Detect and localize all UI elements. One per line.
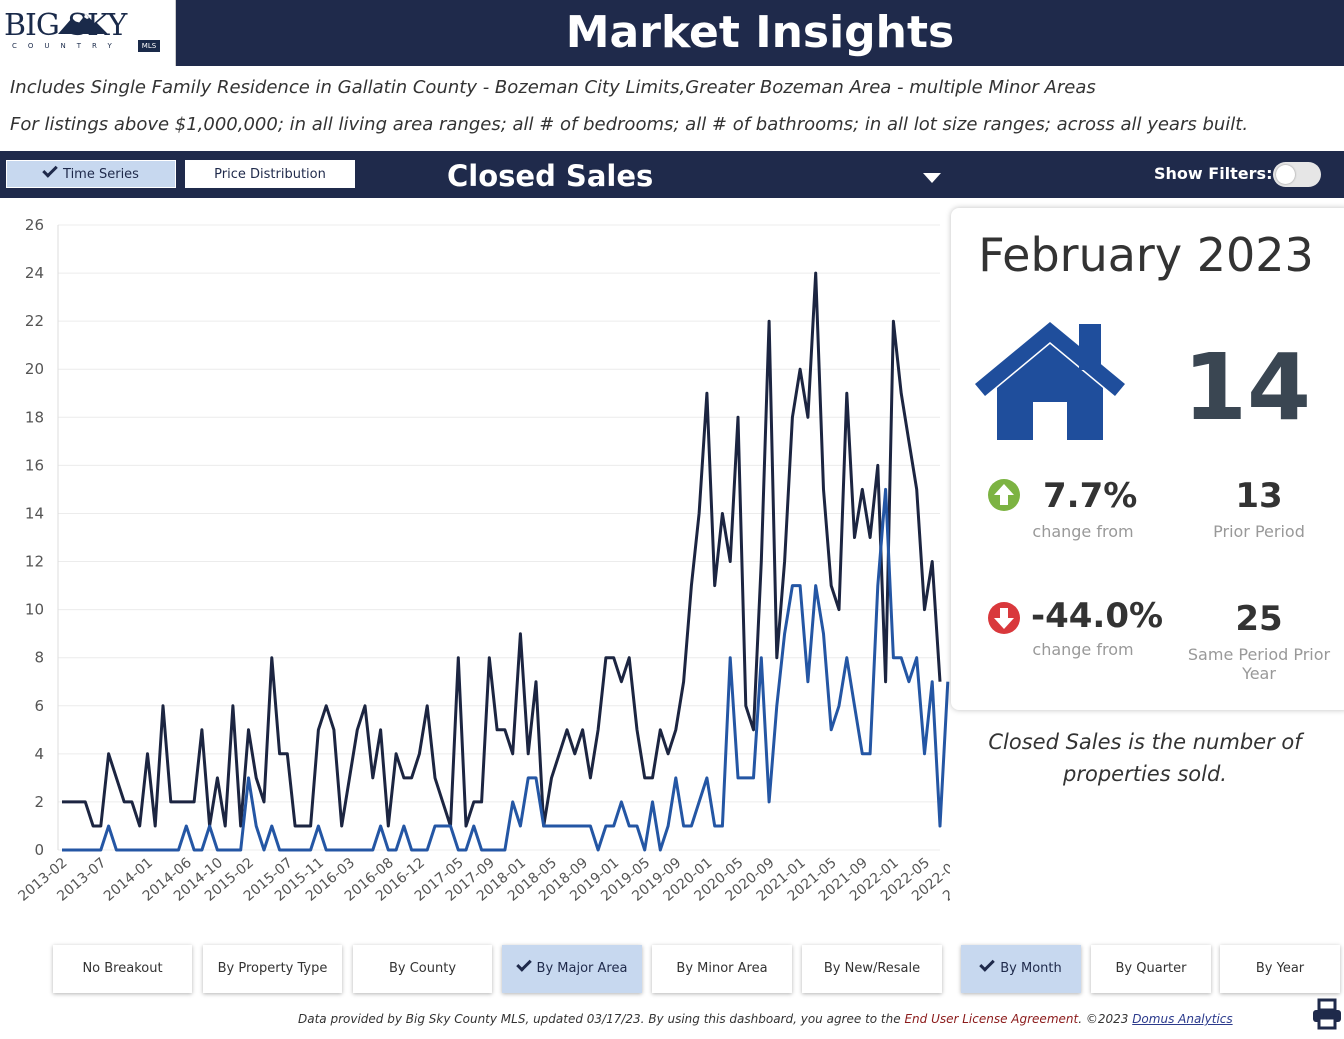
y-tick-label: 12 <box>25 553 44 571</box>
same-period-label-line-2: Year <box>1242 664 1276 683</box>
button-by-major-area[interactable]: By Major Area <box>502 945 642 993</box>
y-tick-label: 6 <box>34 697 44 715</box>
button-by-minor-area[interactable]: By Minor Area <box>652 945 792 993</box>
show-filters-toggle[interactable] <box>1273 162 1321 187</box>
price-distribution-label: Price Distribution <box>214 167 326 182</box>
logo-subtext: COUNTRY <box>12 42 123 50</box>
check-icon <box>42 162 58 178</box>
show-filters-label: Show Filters: <box>1154 164 1273 183</box>
definition-line-2: properties sold. <box>1063 762 1227 786</box>
description-line-1: Includes Single Family Residence in Gall… <box>10 77 1096 98</box>
button-label: By Quarter <box>1115 961 1187 976</box>
house-icon <box>975 322 1125 440</box>
title-bar: Market Insights <box>176 0 1344 66</box>
y-tick-label: 26 <box>25 216 44 234</box>
button-label: By Major Area <box>536 961 628 976</box>
button-by-county[interactable]: By County <box>353 945 492 993</box>
y-tick-label: 8 <box>34 649 44 667</box>
same-period-label-line-1: Same Period Prior <box>1187 645 1331 664</box>
arrow-up-icon <box>988 479 1020 511</box>
print-icon[interactable] <box>1312 998 1342 1030</box>
check-icon <box>979 956 996 972</box>
y-tick-label: 4 <box>34 745 44 763</box>
y-tick-label: 20 <box>25 360 44 378</box>
y-tick-label: 10 <box>25 601 44 619</box>
metric-dropdown-value: Closed Sales <box>447 159 654 193</box>
button-by-new-resale[interactable]: By New/Resale <box>802 945 942 993</box>
button-by-property-type[interactable]: By Property Type <box>203 945 342 993</box>
button-label: By Month <box>1000 961 1062 976</box>
definition-line-1: Closed Sales is the number of <box>988 730 1302 754</box>
prior-period-label: Prior Period <box>1213 522 1305 541</box>
footer-text: Data provided by Big Sky County MLS, upd… <box>298 1012 905 1026</box>
metric-definition: Closed Sales is the number of properties… <box>975 726 1315 790</box>
button-by-month[interactable]: By Month <box>961 945 1081 993</box>
prior-period-value: 13 <box>1235 476 1283 516</box>
check-icon <box>515 956 532 972</box>
toolbar: Time Series Price Distribution Closed Sa… <box>0 151 1344 198</box>
kpi-period: February 2023 <box>978 228 1314 282</box>
same-period-prior-year-label: Same Period Prior Year <box>1179 645 1339 683</box>
mountain-icon <box>58 14 104 34</box>
description-line-2: For listings above $1,000,000; in all li… <box>10 114 1249 135</box>
price-distribution-button[interactable]: Price Distribution <box>185 160 355 188</box>
y-tick-label: 22 <box>25 312 44 330</box>
eula-link[interactable]: End User License Agreement <box>904 1012 1079 1026</box>
button-by-year[interactable]: By Year <box>1220 945 1340 993</box>
caret-down-icon <box>923 173 941 183</box>
kpi-card: February 2023 14 7.7% change from 13 Pri… <box>951 208 1344 710</box>
y-tick-label: 16 <box>25 456 44 474</box>
change-year-label: change from <box>1032 640 1134 659</box>
series-line-2 <box>62 487 950 852</box>
button-label: By Minor Area <box>676 961 768 976</box>
time-series-label: Time Series <box>63 167 139 182</box>
kpi-value: 14 <box>1183 334 1312 441</box>
logo: BIG SKY COUNTRY MLS <box>0 0 176 66</box>
series-line-1 <box>62 271 942 828</box>
y-tick-label: 2 <box>34 793 44 811</box>
arrow-down-icon <box>988 602 1020 634</box>
closed-sales-chart: 024681012141618202224262013-022013-07201… <box>15 216 950 905</box>
time-series-button[interactable]: Time Series <box>6 160 176 188</box>
y-tick-label: 14 <box>25 504 44 522</box>
button-no-breakout[interactable]: No Breakout <box>53 945 192 993</box>
button-label: By New/Resale <box>823 961 921 976</box>
button-label: By County <box>388 961 457 976</box>
domus-analytics-link[interactable]: Domus Analytics <box>1132 1012 1233 1026</box>
button-label: By Property Type <box>217 961 328 976</box>
change-year-pct: -44.0% <box>1031 596 1164 636</box>
logo-badge: MLS <box>138 40 160 52</box>
button-label: No Breakout <box>82 961 163 976</box>
page-title: Market Insights <box>565 7 955 58</box>
footer: Data provided by Big Sky County MLS, upd… <box>298 1012 1233 1026</box>
footer-copyright: . ©2023 <box>1078 1012 1133 1026</box>
same-period-prior-year-value: 25 <box>1235 599 1283 639</box>
y-tick-label: 0 <box>34 841 44 859</box>
button-label: By Year <box>1255 961 1305 976</box>
change-prior-pct: 7.7% <box>1043 476 1138 516</box>
metric-dropdown[interactable]: Closed Sales <box>437 155 957 197</box>
button-by-quarter[interactable]: By Quarter <box>1091 945 1211 993</box>
header: BIG SKY COUNTRY MLS Market Insights <box>0 0 1344 66</box>
toggle-knob <box>1276 165 1295 184</box>
y-tick-label: 24 <box>25 264 44 282</box>
change-prior-label: change from <box>1032 522 1134 541</box>
y-tick-label: 18 <box>25 408 44 426</box>
